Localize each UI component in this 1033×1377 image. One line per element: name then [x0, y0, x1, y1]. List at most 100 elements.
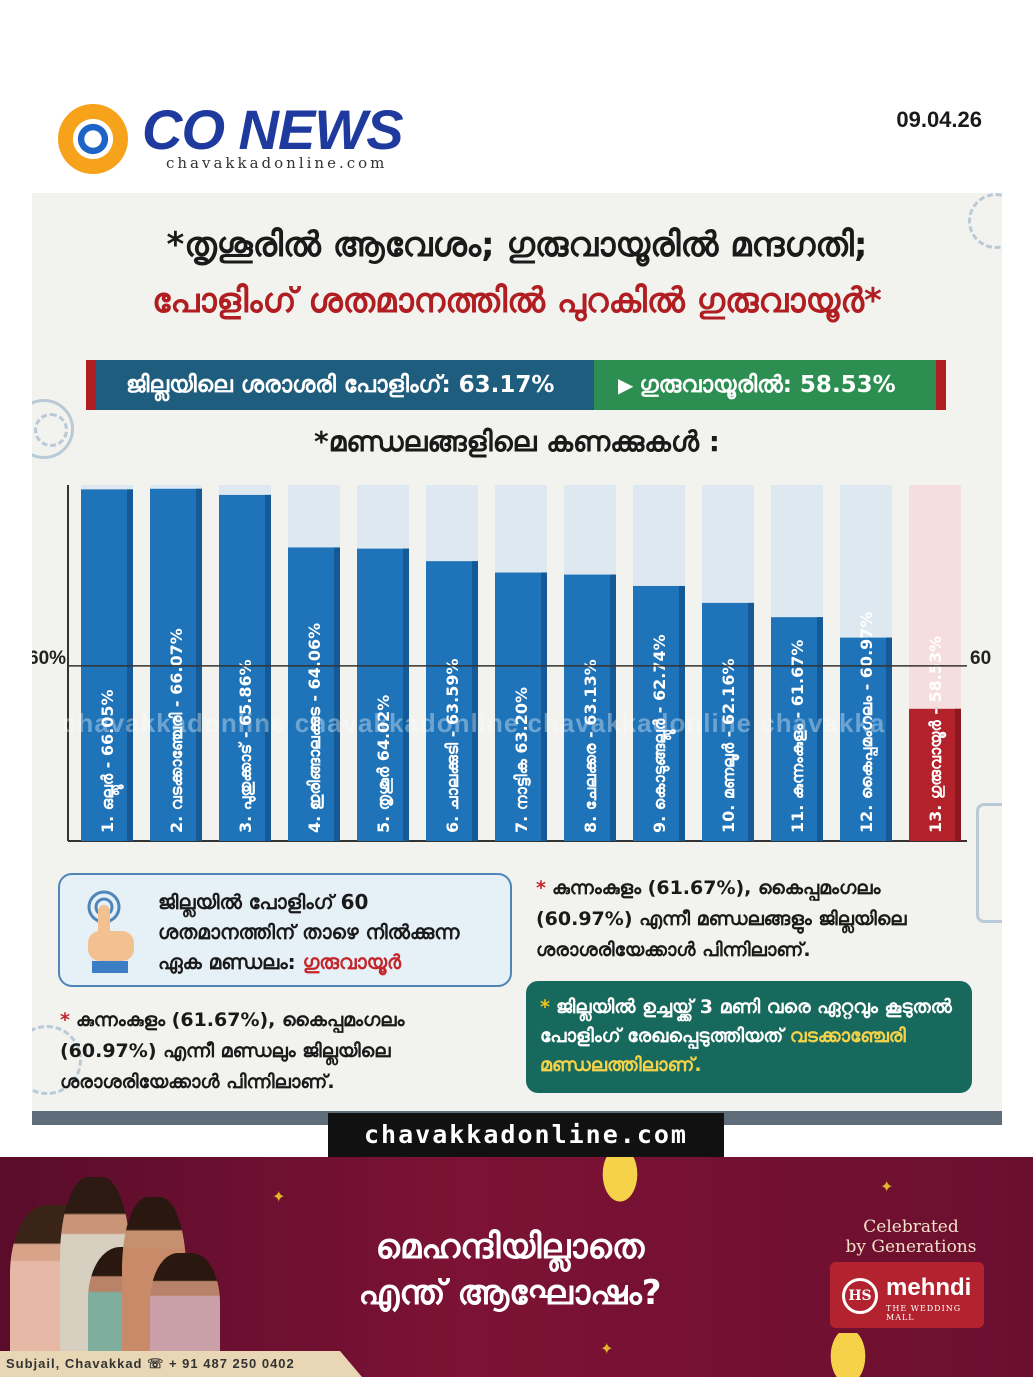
post-date: 09.04.26 [896, 107, 982, 132]
chart-bar-shade [748, 602, 754, 841]
highest-polling-box: * ജില്ലയിൽ ഉച്ചയ്ക്ക് 3 മണി വരെ ഏറ്റവും ക… [526, 981, 972, 1093]
bullet-star: * [536, 877, 546, 899]
lowest-constituency-statement: ജില്ലയിൽ പോളിംഗ് 60 ശതമാനത്തിന് താഴെ നിൽ… [158, 890, 460, 974]
guruvayur-stat: ▶ ഗുരുവായൂരിൽ: 58.53% [594, 360, 946, 410]
chart-bar-group: 7. നാട്ടിക 63.20% [495, 485, 547, 841]
note-left-text: കുന്നംകുളം (61.67%), കൈപ്പമംഗലം (60.97%)… [60, 1009, 405, 1093]
ad-address-strip: Subjail, Chavakkad ☏ + 91 487 250 0402 [0, 1351, 362, 1377]
chart-bar-label: 10. മണലൂർ - 62.16% [719, 659, 740, 833]
flower-icon [598, 1157, 642, 1209]
ad-models-image [0, 1157, 240, 1377]
petal-icon: ✦ [600, 1339, 614, 1358]
chart-bar-label: 3. പുതുക്കാട് - 65.86% [236, 659, 257, 833]
chart-bar [288, 547, 340, 841]
chart-bar-shade [196, 488, 202, 841]
brand-title: CO NEWS [142, 98, 404, 161]
chart-bar [840, 637, 892, 841]
chart-bar [150, 488, 202, 841]
chart-bar-label: 5. തൃശൂർ 64.02% [374, 695, 394, 833]
highest-polling-text: ജില്ലയിൽ ഉച്ചയ്ക്ക് 3 മണി വരെ ഏറ്റവും കൂ… [540, 996, 952, 1047]
chart-bar-group: 11. കുന്നംകുളം - 61.67% [771, 485, 823, 841]
chart-bar-group: 10. മണലൂർ - 62.16% [702, 485, 754, 841]
chart-bar-shade [955, 708, 961, 841]
mehndi-logo-subtitle: THE WEDDING MALL [886, 1304, 962, 1322]
petal-icon: ✦ [880, 1177, 894, 1196]
chart-bar-shade [817, 617, 823, 841]
note-below-average-left: * കുന്നംകുളം (61.67%), കൈപ്പമംഗലം (60.97%… [60, 1005, 490, 1098]
headline-line-1: *തൃശൂരിൽ ആവേശം; ഗുരുവായൂരിൽ മന്ദഗതി; [166, 225, 868, 265]
chart-bar-shade [265, 494, 271, 841]
ad-tagline-line-2: by Generations [845, 1237, 977, 1257]
chart-bar [909, 708, 961, 841]
chart-bar-shade [334, 547, 340, 841]
chart-bar [702, 602, 754, 841]
guruvayur-stat-text: ഗുരുവായൂരിൽ: 58.53% [639, 372, 896, 398]
chart-bar-group: 3. പുതുക്കാട് - 65.86% [219, 485, 271, 841]
pointing-hand-icon [87, 890, 134, 973]
gear-icon [32, 1025, 82, 1095]
chart-bar-shade [472, 561, 478, 841]
chart-bar-group: 12. കൈപ്പമംഗലം - 60.97% [840, 485, 892, 841]
chart-bar [633, 585, 685, 841]
chart-bar-shade [886, 637, 892, 841]
lowest-constituency-box: ജില്ലയിൽ പോളിംഗ് 60 ശതമാനത്തിന് താഴെ നിൽ… [58, 873, 512, 987]
ad-tagline-line-1: Celebrated [863, 1217, 959, 1237]
reference-label-left: 60% [32, 648, 66, 669]
chart-bar [495, 572, 547, 841]
chart-bar-group: 1. ഒല്ലൂർ - 66.05% [81, 485, 133, 841]
chart-bar-group: 2. വടക്കാഞ്ചേരി - 66.07% [150, 485, 202, 841]
chart-bar-label: 8. ചേലക്കര - 63.13% [581, 659, 600, 833]
chart-bar-group: 13. ഗുരുവായൂർ - 58.53% [909, 485, 961, 841]
chart-bar-group: 6. ചാലക്കുടി - 63.59% [426, 485, 478, 841]
chart-bar-label: 11. കുന്നംകുളം - 61.67% [788, 640, 807, 833]
lowest-constituency-text: ജില്ലയിൽ പോളിംഗ് 60 ശതമാനത്തിന് താഴെ നിൽ… [158, 887, 508, 977]
ad-headline-line-1: മെഹന്ദിയില്ലാതെ [375, 1227, 645, 1267]
chart-bar-shade [679, 585, 685, 841]
chart-bar-label: 12. കൈപ്പമംഗലം - 60.97% [857, 612, 879, 833]
district-average-text: ജില്ലയിലെ ശരാശരി പോളിംഗ്: 63.17% [126, 372, 555, 398]
chart-bar-shade [541, 572, 547, 841]
note-right-text: കുന്നംകുളം (61.67%), കൈപ്പമംഗലം (60.97%)… [536, 877, 907, 961]
flower-icon [826, 1333, 870, 1377]
chart-bar-label: 4. ഇരിങ്ങാലക്കുട - 64.06% [305, 623, 324, 833]
chart-bar [426, 561, 478, 841]
brand-logo-icon [58, 104, 128, 174]
mehndi-logo-mark: HS [842, 1278, 878, 1314]
chart-bar-label: 2. വടക്കാഞ്ചേരി - 66.07% [167, 628, 186, 833]
chart-bar-group: 4. ഇരിങ്ങാലക്കുട - 64.06% [288, 485, 340, 841]
site-url-banner[interactable]: chavakkadonline.com [328, 1113, 724, 1157]
chart-bar [357, 548, 409, 841]
chart-bar [771, 617, 823, 841]
petal-icon: ✦ [272, 1187, 286, 1206]
constituency-bar-chart: 1. ഒല്ലൂർ - 66.05% 2. വടക്കാഞ്ചേരി - 66.0… [32, 485, 991, 842]
brand-subtitle: chavakkadonline.com [166, 154, 388, 172]
chart-bar-label: 6. ചാലക്കുടി - 63.59% [443, 658, 462, 833]
chart-bar-shade [403, 548, 409, 841]
mehndi-logo[interactable]: HS mehndi THE WEDDING MALL [830, 1262, 984, 1328]
watermark: chavakkadonline chavakkadonline chavakka… [62, 708, 886, 738]
chart-bar-group: 5. തൃശൂർ 64.02% [357, 485, 409, 841]
stat-band: ജില്ലയിലെ ശരാശരി പോളിംഗ്: 63.17% ▶ ഗുരുവ… [86, 360, 946, 410]
advertisement-banner[interactable]: ✦ ✦ ✦ മെഹന്ദിയില്ലാതെ എന്ത് ആഘോഷം? Celeb… [0, 1157, 1033, 1377]
mehndi-logo-name: mehndi [886, 1274, 972, 1301]
chart-bar-group: 9. കൊടുങ്ങല്ലൂർ - 62.74% [633, 485, 685, 841]
gear-icon [34, 413, 68, 447]
brand-logo: CO NEWS chavakkadonline.com [58, 100, 458, 180]
chart-subheading: *മണ്ഡലങ്ങളിലെ കണക്കുകൾ : [314, 425, 720, 458]
note-below-average-right: * കുന്നംകുളം (61.67%), കൈപ്പമംഗലം (60.97%… [536, 873, 976, 966]
chart-bar [219, 494, 271, 841]
chart-bar-shade [610, 574, 616, 841]
highest-polling-constituency: വടക്കാഞ്ചേരി മണ്ഡലത്തിലാണ്. [540, 1025, 906, 1076]
bullet-star: * [60, 1009, 70, 1031]
chart-bar-label: 13. ഗുരുവായൂർ - 58.53% [926, 636, 947, 833]
play-arrow-icon: ▶ [618, 373, 634, 397]
news-poster: *തൃശൂരിൽ ആവേശം; ഗുരുവായൂരിൽ മന്ദഗതി; പോള… [32, 193, 1002, 1125]
headline-line-2: പോളിംഗ് ശതമാനത്തിൽ പുറകിൽ ഗുരുവായൂർ* [152, 281, 882, 321]
ad-headline-line-2: എന്ത് ആഘോഷം? [358, 1273, 662, 1313]
gear-icon [976, 803, 1002, 923]
chart-bar-label: 7. നാട്ടിക 63.20% [512, 687, 532, 833]
district-average-stat: ജില്ലയിലെ ശരാശരി പോളിംഗ്: 63.17% [86, 360, 594, 410]
lowest-constituency-name: ഗുരുവായൂർ [302, 950, 402, 974]
bullet-star: * [540, 996, 550, 1018]
gear-icon [32, 399, 74, 459]
